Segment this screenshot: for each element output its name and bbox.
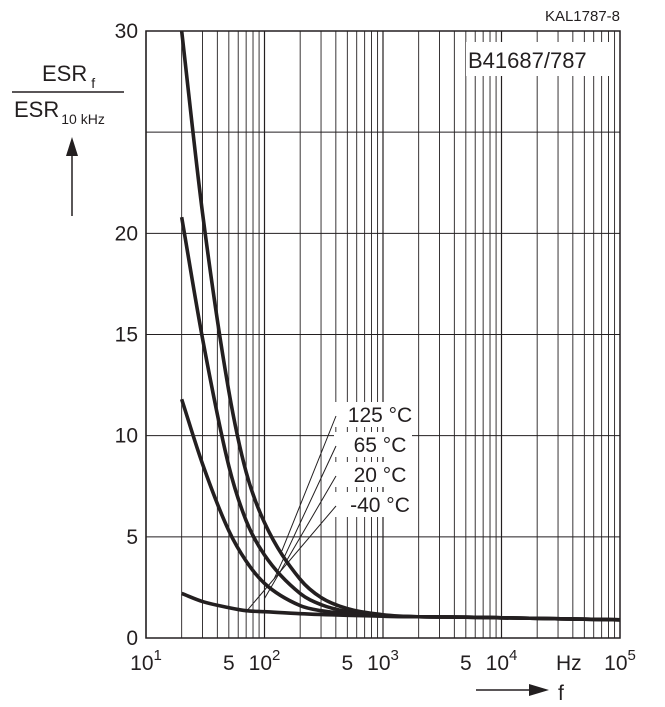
chart-title: B41687/787 [468, 48, 587, 73]
leader-line [273, 445, 337, 580]
y-tick-labels: 0 5 10 15 20 30 [115, 20, 138, 650]
x-arrow-icon [529, 684, 549, 696]
y-tick-label: 10 [115, 425, 138, 448]
y-tick-label: 15 [115, 324, 138, 347]
curve-label: 125 °C [348, 404, 412, 427]
y-arrow-icon [66, 137, 78, 156]
curve-label-backdrop [334, 432, 412, 457]
x-axis-label: Hz f [476, 652, 582, 705]
grid [145, 30, 621, 639]
y-tick-label: 0 [126, 627, 138, 650]
y-tick-label: 5 [126, 526, 138, 549]
leader-line [245, 505, 337, 613]
x-tick-label: 5 [223, 652, 235, 675]
y-axis-label: ESR f ESR 10 kHz [12, 61, 124, 216]
x-axis-title: f [558, 682, 564, 705]
curve-leader-lines: 125 °C 65 °C 20 °C -40 °C [245, 402, 412, 613]
curve-125c [179, 30, 621, 622]
curve-label: 65 °C [354, 434, 407, 457]
x-tick-label: 105 [604, 647, 636, 675]
curve-label-backdrop [334, 402, 412, 427]
x-tick-label: 101 [130, 647, 162, 675]
y-tick-label: 30 [115, 20, 138, 43]
y-label-numerator: ESR f [42, 61, 95, 91]
curve-label-backdrop [334, 462, 412, 487]
x-tick-label: 103 [367, 647, 399, 675]
curve-label: 20 °C [354, 464, 407, 487]
title-box [466, 42, 610, 76]
y-tick-label: 20 [115, 222, 138, 245]
x-tick-label: 104 [486, 647, 518, 675]
x-tick-label: 5 [460, 652, 472, 675]
curve-label: -40 °C [350, 494, 410, 517]
x-tick-label: 102 [249, 647, 281, 675]
chart-code: KAL1787-8 [545, 8, 620, 25]
curve-label-backdrop [334, 492, 412, 517]
leader-line [281, 415, 337, 552]
y-label-denominator: ESR 10 kHz [14, 97, 105, 127]
x-tick-labels: 101 5 102 5 103 5 104 105 [130, 647, 636, 675]
curves [179, 30, 621, 622]
x-tick-label: 5 [341, 652, 353, 675]
x-unit-label: Hz [556, 652, 582, 675]
leader-line [264, 475, 337, 599]
